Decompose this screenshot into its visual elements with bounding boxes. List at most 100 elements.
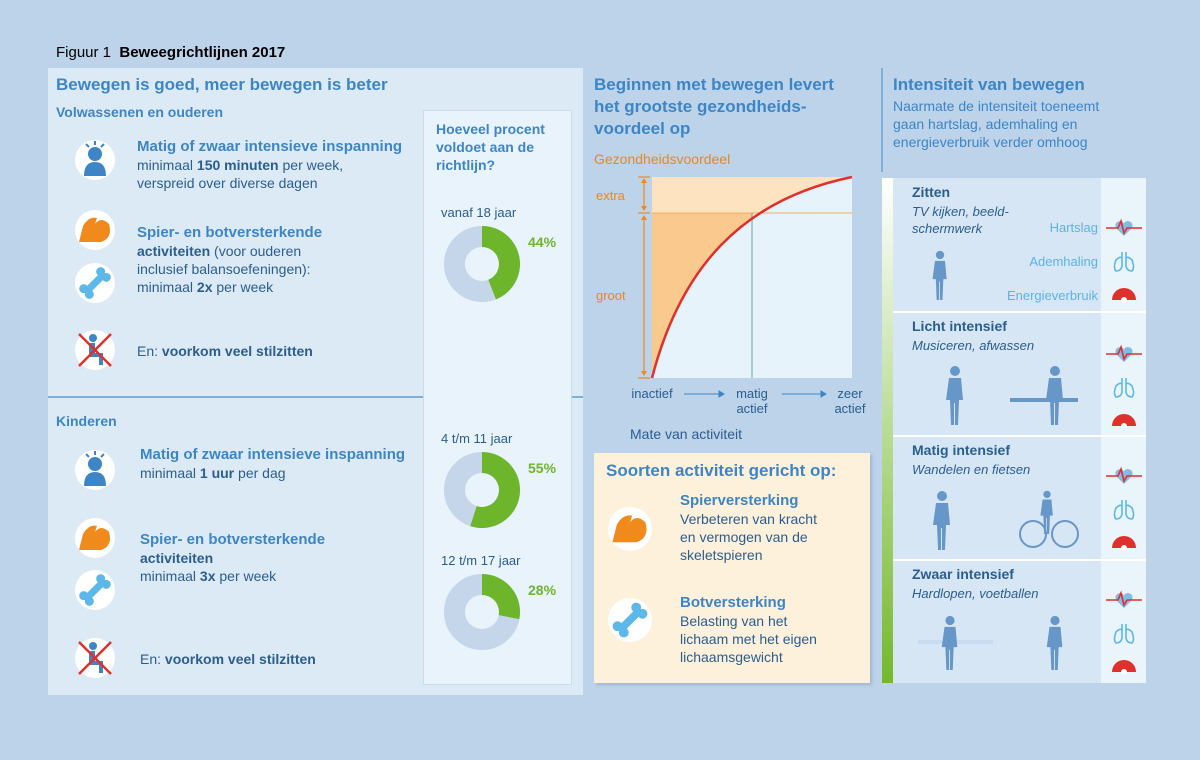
guideline: Matig of zwaar intensieve inspanning mini…	[137, 138, 402, 192]
row-title: Licht intensief	[912, 318, 1007, 334]
text-line: inclusief balansoefeningen):	[137, 260, 322, 278]
box-title: Soorten activiteit gericht op:	[606, 461, 837, 480]
text-segment: 3x	[199, 568, 216, 584]
icon-person	[75, 450, 115, 490]
intensity-gradient	[882, 178, 893, 683]
donut-value-label: 55%	[528, 460, 557, 476]
activity-type: Botversterking Belasting van het lichaam m…	[680, 594, 817, 666]
icon-muscle	[75, 210, 115, 250]
figure-header: Figuur 1 Beweegrichtlijnen 2017	[56, 44, 285, 62]
text-line: Naarmate de intensiteit toeneemt	[893, 98, 1100, 114]
text-line: en vermogen van de	[680, 529, 808, 545]
group-heading: Volwassenen en ouderen	[56, 104, 224, 120]
text-segment: per week,	[278, 157, 344, 173]
row-title: Zitten	[912, 184, 951, 200]
section-title: Beginnen met bewegen levert het grootste …	[594, 74, 834, 140]
text-line: energieverbruik verder omhoog	[893, 134, 1088, 150]
row-title: Zwaar intensief	[912, 566, 1014, 582]
icon-no-sitting	[75, 330, 115, 370]
row-subtitle: TV kijken, beeld-schermwerk	[912, 203, 1009, 237]
text-line: het grootste gezondheids-	[594, 97, 807, 116]
text-line: Verbeteren van kracht	[680, 511, 817, 527]
text-line: En: voorkom veel stilzitten	[140, 650, 316, 668]
text-line: gaan hartslag, ademhaling en	[893, 116, 1078, 132]
text-segment: voorkom veel stilzitten	[164, 651, 316, 667]
activity-type: Spierversterking Verbeteren van kracht en …	[680, 492, 817, 564]
divider	[48, 396, 583, 398]
text-line: skeletspieren	[680, 547, 763, 563]
text-segment: activiteiten	[137, 243, 211, 259]
text-segment: verspreid over diverse dagen	[137, 175, 318, 191]
text-segment: per week	[215, 568, 277, 584]
text-line: matig	[736, 386, 768, 401]
guideline: En: voorkom veel stilzitten	[140, 650, 316, 668]
x-arrows	[684, 390, 827, 398]
donut-segment	[482, 226, 520, 300]
text-segment: En:	[137, 343, 162, 359]
donut-segment	[470, 452, 521, 528]
donut-label: vanaf 18 jaar	[441, 205, 517, 220]
donut-label: 12 t/m 17 jaar	[441, 553, 521, 568]
text-line: TV kijken, beeld-	[912, 204, 1009, 219]
text-line: voordeel op	[594, 119, 691, 138]
activity-figures	[918, 250, 1079, 670]
x-label: zeer actief	[810, 386, 890, 416]
donut-value-label: 28%	[528, 582, 557, 598]
donut-title: Hoeveel procent voldoet aan de richtlijn…	[436, 121, 545, 173]
text-line: minimaal 2x per week	[137, 278, 322, 296]
indicator-label: Ademhaling	[1029, 254, 1098, 269]
text-line: Hardlopen, voetballen	[912, 586, 1039, 601]
text-segment: activiteiten	[140, 550, 214, 566]
section-subtitle: Naarmate de intensiteit toeneemt gaan har…	[893, 97, 1099, 151]
text-segment: minimaal	[140, 465, 200, 481]
text-segment: 2x	[196, 279, 213, 295]
text-line: verspreid over diverse dagen	[137, 174, 402, 192]
indicator-label: Energieverbruik	[1006, 288, 1098, 303]
text-segment: minimaal	[137, 157, 197, 173]
text-line: minimaal 150 minuten per week,	[137, 156, 402, 174]
text-line: lichaam met het eigen	[680, 631, 817, 647]
text-segment: minimaal	[140, 568, 200, 584]
section-title: Bewegen is goed, meer bewegen is beter	[56, 75, 388, 94]
benefit-curve	[650, 175, 853, 379]
text-line: Musiceren, afwassen	[912, 338, 1035, 353]
icon-person	[75, 140, 115, 180]
item-title: Spier- en botversterkende	[140, 531, 326, 548]
row-subtitle: Musiceren, afwassen	[912, 337, 1034, 354]
x-label: matig actief	[712, 386, 792, 416]
type-title: Botversterking	[680, 594, 786, 611]
icon-bone	[75, 263, 115, 303]
text-line: En: voorkom veel stilzitten	[137, 342, 313, 360]
text-line: zeer	[837, 386, 863, 401]
text-segment: (voor ouderen	[210, 243, 302, 259]
section-title: Intensiteit van bewegen	[893, 75, 1085, 94]
bracket-arrows	[638, 176, 650, 379]
donut-segment	[482, 574, 520, 620]
level-label: groot	[596, 288, 626, 303]
text-segment: voorkom veel stilzitten	[161, 343, 313, 359]
indicator-icons	[1105, 220, 1143, 674]
divider	[881, 68, 883, 172]
text-line: lichaamsgewicht	[680, 649, 783, 665]
text-line: Wandelen en fietsen	[912, 462, 1031, 477]
donut-value-label: 44%	[528, 234, 557, 250]
text-line: minimaal 1 uur per dag	[140, 464, 405, 482]
icon-muscle	[608, 507, 652, 551]
text-segment: per dag	[234, 465, 286, 481]
donut-label: 4 t/m 11 jaar	[441, 431, 513, 446]
text-line: Belasting van het	[680, 613, 788, 629]
guideline: En: voorkom veel stilzitten	[137, 342, 313, 360]
benefit-area	[652, 213, 752, 378]
icon-muscle	[75, 518, 115, 558]
text-segment: minimaal	[137, 279, 197, 295]
row-separators	[893, 311, 1146, 561]
icon-no-sitting	[75, 638, 115, 678]
group-heading: Kinderen	[56, 413, 117, 429]
indicator-label: Hartslag	[1049, 220, 1098, 235]
level-label: extra	[596, 188, 625, 203]
text-segment: 150 minuten	[196, 157, 279, 173]
y-axis-title: Gezondheidsvoordeel	[594, 151, 731, 167]
text-line: minimaal 3x per week	[140, 567, 325, 585]
text-line: activiteiten (voor ouderen	[137, 242, 322, 260]
